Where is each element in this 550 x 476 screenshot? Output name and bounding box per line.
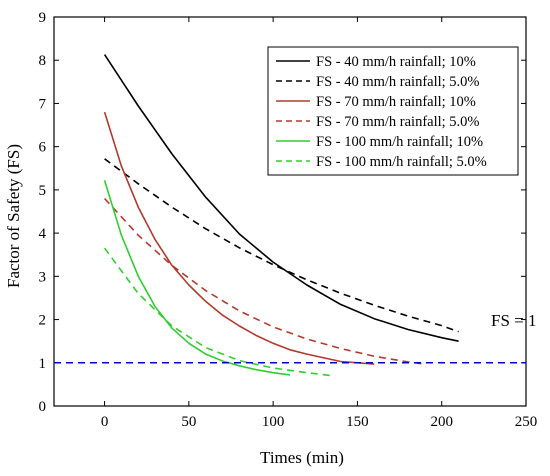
y-tick-label: 0 — [39, 399, 47, 415]
legend-label-4: FS - 70 mm/h rainfall; 5.0% — [316, 114, 480, 130]
legend: FS - 40 mm/h rainfall; 10% FS - 40 mm/h r… — [267, 46, 519, 176]
x-tick-label: 200 — [430, 414, 453, 430]
y-tick-label: 9 — [39, 10, 47, 26]
x-tick-label: 100 — [262, 414, 285, 430]
y-axis-title: Factor of Safety (FS) — [4, 144, 23, 288]
legend-label-2: FS - 40 mm/h rainfall; 5.0% — [316, 74, 480, 90]
series-lines — [103, 54, 459, 377]
reference-line-group: FS = 1 — [54, 311, 537, 364]
y-tick-label: 6 — [39, 140, 47, 156]
x-tick-label: 250 — [515, 414, 538, 430]
legend-label-3: FS - 70 mm/h rainfall; 10% — [316, 94, 476, 110]
series-line-6 — [103, 247, 333, 377]
y-tick-label: 5 — [39, 183, 47, 199]
reference-line-label: FS = 1 — [491, 311, 537, 330]
series-line-3 — [103, 111, 375, 365]
x-tick-label: 150 — [346, 414, 369, 430]
legend-label-5: FS - 100 mm/h rainfall; 10% — [316, 134, 483, 150]
y-tick-label: 3 — [39, 269, 47, 285]
y-tick-label: 8 — [39, 53, 47, 69]
plot-border — [53, 16, 527, 407]
axis-ticks: 0 50 100 150 200 250 0 1 2 3 4 5 6 7 8 9 — [39, 10, 538, 430]
y-tick-label: 4 — [39, 226, 47, 242]
series-line-5 — [103, 180, 291, 376]
y-tick-label: 7 — [39, 96, 47, 112]
legend-label-6: FS - 100 mm/h rainfall; 5.0% — [316, 154, 487, 170]
series-line-1 — [103, 54, 459, 342]
x-tick-label: 50 — [181, 414, 196, 430]
legend-box — [267, 46, 519, 176]
x-axis-title: Times (min) — [260, 448, 344, 467]
series-line-2 — [104, 158, 459, 333]
x-tick-label: 0 — [101, 414, 109, 430]
plot-frame — [53, 16, 527, 407]
legend-label-1: FS - 40 mm/h rainfall; 10% — [316, 54, 476, 70]
y-tick-label: 2 — [39, 313, 47, 329]
series-line-4 — [104, 197, 426, 365]
y-tick-label: 1 — [39, 356, 47, 372]
